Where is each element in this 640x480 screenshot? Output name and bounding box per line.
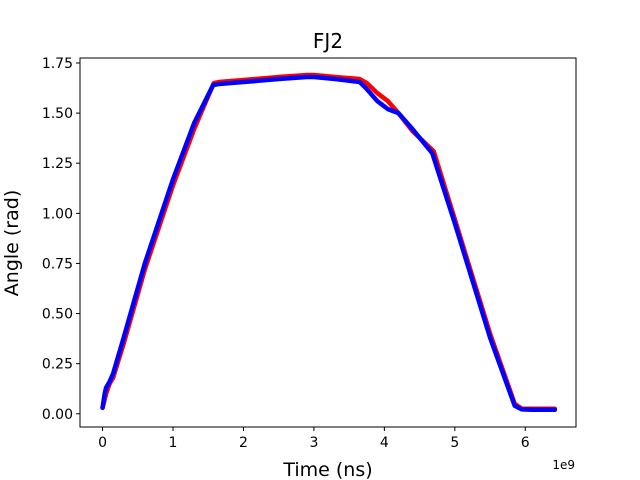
y-tick-label: 1.50 xyxy=(42,106,73,122)
x-axis-label: Time (ns) xyxy=(282,459,372,480)
y-tick-label: 0.50 xyxy=(42,307,73,323)
x-axis-ticks: 0 1 2 3 4 5 6 xyxy=(98,427,530,451)
x-tick-label: 5 xyxy=(450,435,459,451)
x-tick-label: 6 xyxy=(521,435,530,451)
x-tick-label: 3 xyxy=(309,435,318,451)
y-tick-label: 0.25 xyxy=(42,357,73,373)
y-axis-ticks: 0.00 0.25 0.50 0.75 1.00 1.25 1.50 1.75 xyxy=(42,56,80,423)
y-axis-label: Angle (rad) xyxy=(1,190,23,296)
series-layer xyxy=(100,72,558,413)
x-tick-label: 4 xyxy=(380,435,389,451)
series-line-2 xyxy=(100,74,558,413)
x-tick-label: 2 xyxy=(239,435,248,451)
chart-title: FJ2 xyxy=(313,29,343,53)
x-tick-label: 0 xyxy=(98,435,107,451)
y-tick-label: 1.00 xyxy=(42,206,73,222)
y-tick-label: 1.25 xyxy=(42,156,73,172)
y-tick-label: 1.75 xyxy=(42,56,73,72)
plot-frame xyxy=(79,57,577,428)
x-tick-label: 1 xyxy=(169,435,178,451)
x-axis-offset-label: 1e9 xyxy=(552,458,575,472)
y-tick-label: 0.00 xyxy=(42,407,73,423)
y-tick-label: 0.75 xyxy=(42,256,73,272)
